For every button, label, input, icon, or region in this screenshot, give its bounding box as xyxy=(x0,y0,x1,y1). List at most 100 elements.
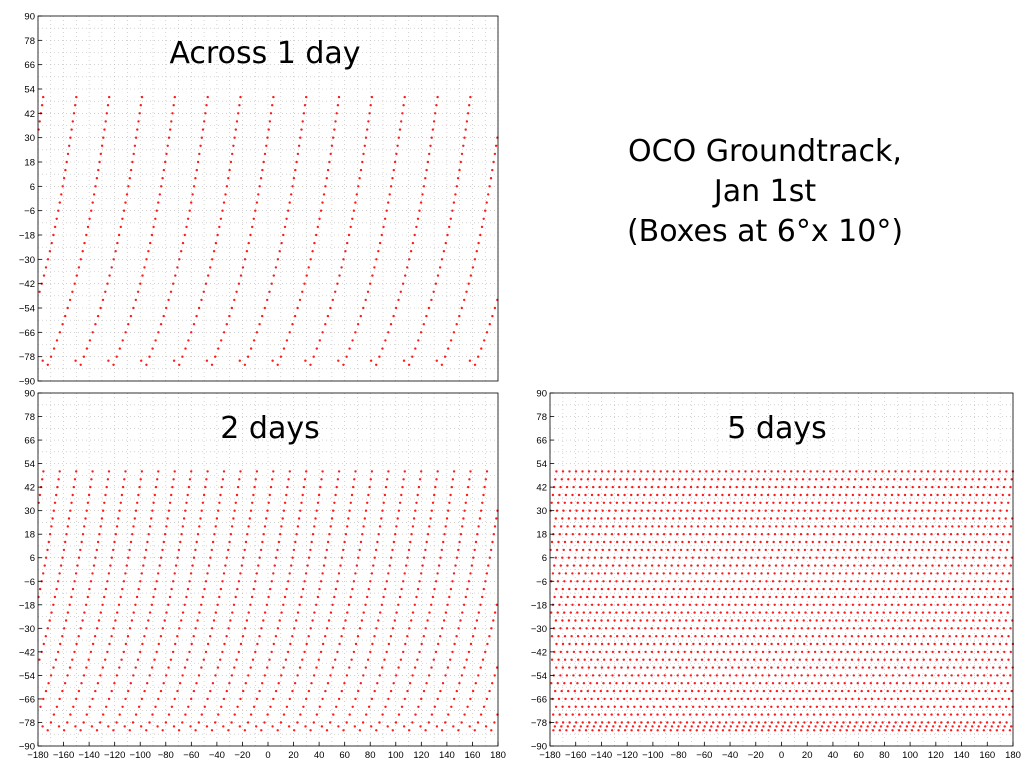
track-point xyxy=(879,595,882,599)
track-point xyxy=(623,729,627,732)
track-point xyxy=(757,666,760,669)
track-point xyxy=(52,603,55,606)
track-point xyxy=(405,564,408,567)
track-point xyxy=(625,525,628,528)
track-point xyxy=(354,470,357,473)
track-point xyxy=(61,556,64,559)
track-point xyxy=(946,587,949,591)
track-point xyxy=(819,603,822,606)
track-point xyxy=(907,470,910,473)
track-point xyxy=(778,580,781,583)
track-point xyxy=(240,564,244,567)
track-point xyxy=(334,658,337,661)
track-point xyxy=(576,611,579,614)
track-point xyxy=(942,697,945,701)
x-tick-label: 20 xyxy=(802,750,813,761)
track-point xyxy=(299,713,302,716)
track-point xyxy=(765,682,768,685)
track-point xyxy=(629,572,633,575)
track-point xyxy=(983,674,986,677)
track-point xyxy=(999,548,1002,552)
track-point xyxy=(321,697,324,701)
track-point xyxy=(758,682,762,685)
track-point xyxy=(879,650,882,654)
track-point xyxy=(975,603,978,606)
track-point xyxy=(704,556,707,559)
track-point xyxy=(691,517,694,520)
track-point xyxy=(857,658,860,661)
track-point xyxy=(235,658,238,661)
track-point xyxy=(292,177,296,180)
track-point xyxy=(476,721,480,724)
track-point xyxy=(418,580,421,583)
track-point xyxy=(643,493,646,497)
track-point xyxy=(354,697,357,701)
track-point xyxy=(931,564,934,567)
track-point xyxy=(313,525,316,528)
track-point xyxy=(902,682,905,685)
track-point xyxy=(851,493,855,497)
track-point xyxy=(279,355,283,358)
y-tick-label: 30 xyxy=(536,506,547,517)
track-point xyxy=(889,501,892,504)
track-point xyxy=(392,314,395,318)
track-point xyxy=(772,501,775,504)
track-point xyxy=(646,666,649,669)
track-point xyxy=(697,725,700,728)
track-point xyxy=(738,548,741,552)
track-point xyxy=(997,689,1000,693)
track-point xyxy=(748,627,751,630)
track-point xyxy=(660,611,664,614)
track-point xyxy=(841,705,845,708)
track-point xyxy=(51,517,54,520)
track-point xyxy=(818,658,821,661)
track-point xyxy=(985,666,988,669)
track-point xyxy=(187,485,191,489)
track-point xyxy=(205,104,208,107)
track-point xyxy=(960,509,963,512)
track-point xyxy=(734,603,737,606)
chart-title: 5 days xyxy=(727,411,826,446)
track-point xyxy=(234,595,237,599)
track-point xyxy=(848,587,851,591)
track-point xyxy=(625,689,629,693)
track-point xyxy=(136,128,139,131)
track-point xyxy=(329,611,333,614)
track-point xyxy=(983,650,986,654)
track-point xyxy=(563,682,566,685)
track-point xyxy=(394,306,398,310)
track-point xyxy=(872,525,876,528)
track-point xyxy=(606,478,609,481)
track-point xyxy=(659,666,662,669)
track-point xyxy=(276,258,280,261)
track-point xyxy=(690,689,694,693)
track-point xyxy=(375,363,378,366)
track-point xyxy=(49,355,53,358)
track-point xyxy=(686,611,690,614)
track-point xyxy=(885,564,889,567)
track-point xyxy=(185,501,188,504)
track-point xyxy=(285,493,288,497)
track-point xyxy=(905,595,908,599)
track-point xyxy=(616,572,620,575)
track-point xyxy=(866,564,869,567)
track-point xyxy=(768,725,772,728)
track-point xyxy=(651,725,654,728)
track-point xyxy=(842,509,846,512)
track-point xyxy=(798,635,801,638)
track-point xyxy=(789,619,792,622)
track-point xyxy=(652,666,656,669)
track-point xyxy=(677,650,680,654)
track-point xyxy=(607,666,610,669)
track-point xyxy=(827,478,831,481)
track-point xyxy=(774,564,778,567)
track-point xyxy=(903,697,906,701)
track-point xyxy=(249,509,253,512)
track-point xyxy=(384,587,387,591)
track-point xyxy=(229,619,232,622)
track-point xyxy=(105,112,109,115)
track-point xyxy=(685,517,688,520)
track-point xyxy=(391,548,394,552)
track-point xyxy=(112,548,115,552)
track-point xyxy=(1008,729,1012,732)
